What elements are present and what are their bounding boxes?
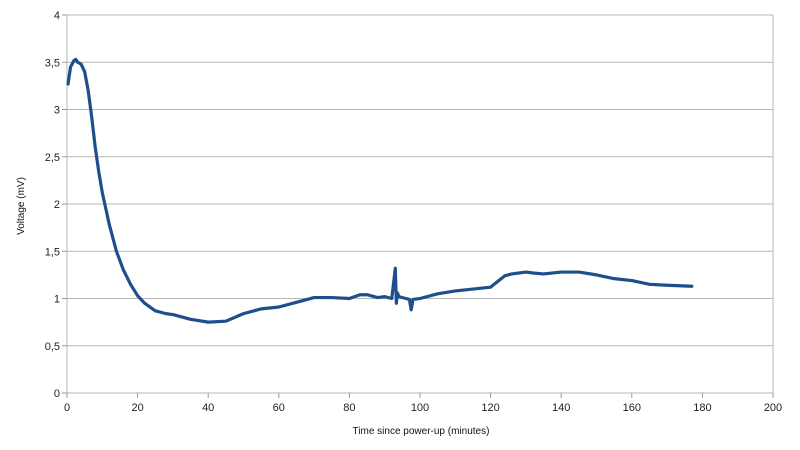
series-line-0 <box>66 57 694 324</box>
x-tick-label-9: 180 <box>693 402 711 414</box>
x-axis-label: Time since power-up (minutes) <box>353 426 490 437</box>
series-layer <box>66 57 694 324</box>
axes <box>62 14 774 398</box>
x-tick-label-1: 20 <box>131 402 143 414</box>
x-tick-label-3: 60 <box>273 402 285 414</box>
y-tick-label-1: 0,5 <box>45 341 60 353</box>
x-tick-label-0: 0 <box>64 402 70 414</box>
y-axis-label: Voltage (mV) <box>16 177 27 235</box>
y-tick-label-6: 3 <box>54 105 60 117</box>
y-tick-label-5: 2,5 <box>45 152 60 164</box>
y-tick-label-7: 3,5 <box>45 57 60 69</box>
y-tick-label-8: 4 <box>54 10 60 22</box>
y-tick-label-4: 2 <box>54 199 60 211</box>
x-tick-label-5: 100 <box>411 402 429 414</box>
x-tick-label-8: 160 <box>623 402 641 414</box>
x-tick-label-4: 80 <box>343 402 355 414</box>
y-tick-label-3: 1,5 <box>45 246 60 258</box>
tick-labels: 0 20 40 60 80 100 120 140 160 180 200 0 0,5 1 1,5 2 2,5 3… <box>45 10 782 414</box>
x-tick-label-6: 120 <box>481 402 499 414</box>
x-tick-label-7: 140 <box>552 402 570 414</box>
grid-lines <box>67 14 773 394</box>
y-tick-label-2: 1 <box>54 294 60 306</box>
x-tick-label-10: 200 <box>764 402 782 414</box>
y-tick-label-0: 0 <box>54 388 60 400</box>
x-tick-label-2: 40 <box>202 402 214 414</box>
